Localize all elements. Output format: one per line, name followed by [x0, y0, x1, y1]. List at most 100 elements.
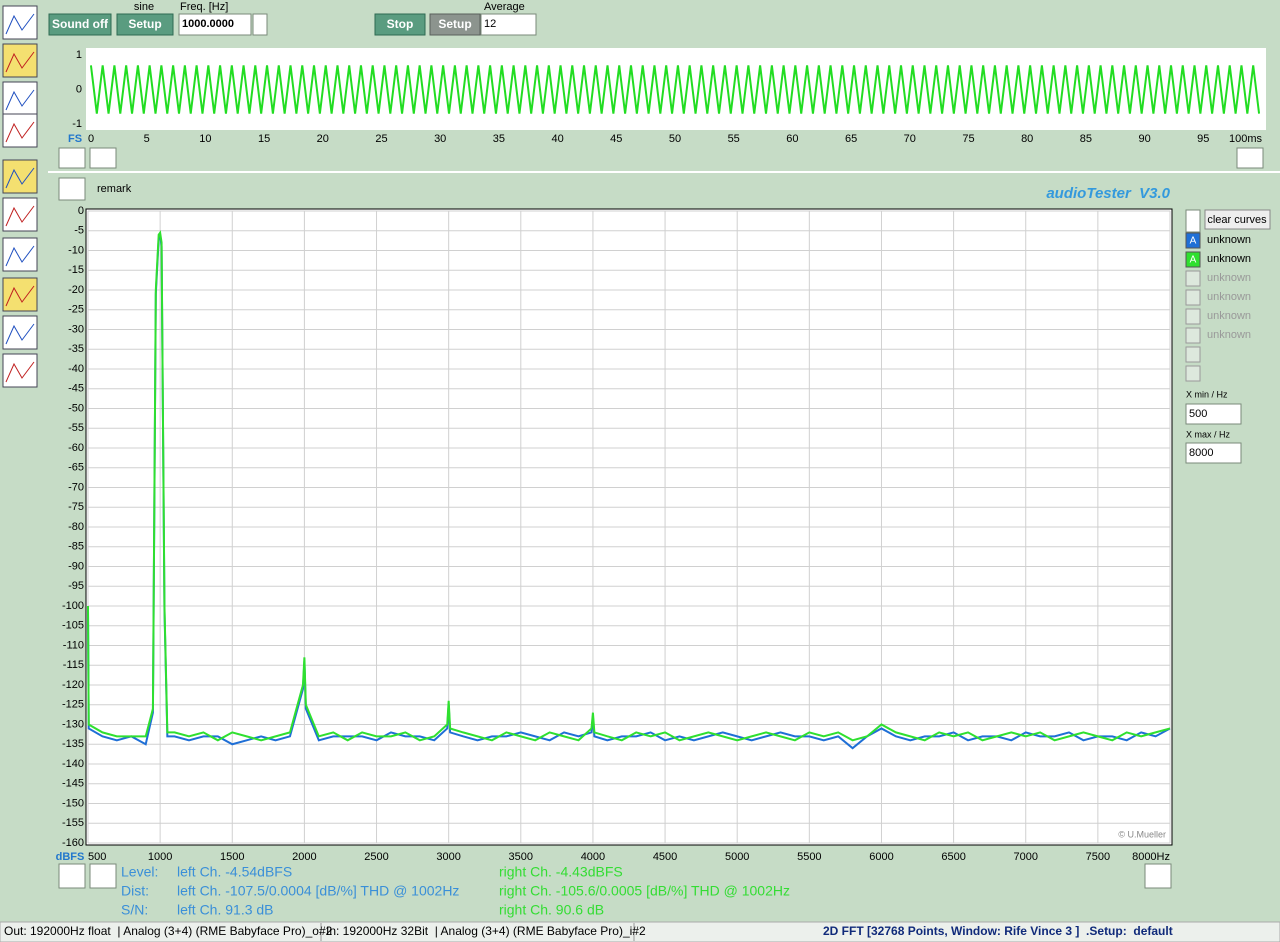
y-tick-label: -140 — [62, 758, 84, 770]
legend-swatch-empty[interactable] — [1185, 289, 1201, 306]
x-tick-label: 1500 — [220, 851, 244, 863]
y-tick-label: -40 — [68, 363, 84, 375]
y-tick-label: -5 — [74, 225, 84, 237]
y-tick-label: -35 — [68, 343, 84, 355]
tool-icon-glyph — [5, 323, 35, 345]
tool-icon[interactable] — [2, 315, 38, 350]
legend-swatch-empty[interactable] — [1185, 327, 1201, 344]
scroll-control[interactable] — [1144, 863, 1172, 889]
readout-right: right Ch. -105.6/0.0005 [dB/%] THD @ 100… — [499, 883, 790, 899]
y-tick-label: -65 — [68, 462, 84, 474]
scroll-control[interactable] — [1236, 147, 1264, 169]
y-unit: FS — [68, 133, 82, 145]
status-bar — [0, 921, 1280, 942]
xmax-input[interactable] — [1185, 442, 1242, 464]
xmin-input[interactable] — [1185, 403, 1242, 425]
x-tick-label: 6500 — [941, 851, 965, 863]
y-tick-label: -70 — [68, 481, 84, 493]
y-tick-label: -1 — [72, 118, 82, 130]
x-tick-label: 15 — [258, 133, 270, 145]
legend-swatch-empty[interactable] — [1185, 346, 1201, 363]
x-tick-label: 4000 — [581, 851, 605, 863]
status-output: Out: 192000Hz float | Analog (3+4) (RME … — [4, 924, 333, 938]
readout-label: Level: — [121, 864, 158, 880]
y-tick-label: -130 — [62, 718, 84, 730]
legend-swatch[interactable] — [1185, 251, 1201, 268]
tool-icon-glyph — [5, 121, 35, 143]
spin-control[interactable] — [58, 177, 86, 201]
legend-swatch-empty[interactable] — [1185, 270, 1201, 287]
tool-icon-glyph — [5, 245, 35, 267]
scroll-control[interactable] — [89, 863, 117, 889]
tool-icon[interactable] — [2, 81, 38, 116]
readout-right: right Ch. 90.6 dB — [499, 902, 604, 918]
x-tick-label: 500 — [88, 851, 106, 863]
tool-icon[interactable] — [2, 353, 38, 388]
x-tick-label: 45 — [610, 133, 622, 145]
x-tick-label: 90 — [1138, 133, 1150, 145]
tool-icon-glyph — [5, 167, 35, 189]
spin-control[interactable] — [58, 147, 86, 169]
stop-button[interactable] — [374, 13, 426, 36]
x-tick-label: 65 — [845, 133, 857, 145]
x-tick-label: 4500 — [653, 851, 677, 863]
spin-control[interactable] — [58, 863, 86, 889]
setup2-button[interactable] — [429, 13, 481, 36]
status-input: In: 192000Hz 32Bit | Analog (3+4) (RME B… — [326, 924, 646, 938]
freq-spinner[interactable] — [252, 13, 268, 36]
legend-swatch-empty[interactable] — [1185, 365, 1201, 382]
x-tick-label: 40 — [551, 133, 563, 145]
tool-icon[interactable] — [2, 43, 38, 78]
sound-button[interactable] — [48, 13, 112, 36]
freq-label: Freq. [Hz] — [180, 1, 228, 13]
tool-icon-glyph — [5, 285, 35, 307]
tool-icon[interactable] — [2, 159, 38, 194]
xmin-label: X min / Hz — [1186, 389, 1228, 399]
tool-icon[interactable] — [2, 277, 38, 312]
y-tick-label: 0 — [78, 205, 84, 217]
y-tick-label: -110 — [63, 639, 84, 651]
y-tick-label: -30 — [68, 323, 84, 335]
y-tick-label: 1 — [76, 49, 82, 61]
y-unit: dBFS — [56, 851, 85, 863]
y-tick-label: -150 — [62, 797, 84, 809]
legend-swatch-empty[interactable] — [1185, 308, 1201, 325]
y-tick-label: -155 — [62, 817, 84, 829]
y-tick-label: -60 — [68, 442, 84, 454]
clear-curves-button[interactable] — [1204, 209, 1271, 230]
tool-icon[interactable] — [2, 237, 38, 272]
tool-icon[interactable] — [2, 113, 38, 148]
x-tick-label: 20 — [317, 133, 329, 145]
y-tick-label: -90 — [68, 560, 84, 572]
freq-input[interactable] — [178, 13, 252, 36]
legend-label-empty: unknown — [1207, 291, 1251, 303]
legend-marker: A — [1190, 236, 1197, 247]
x-tick-label: 70 — [904, 133, 916, 145]
readout-left: left Ch. -4.54dBFS — [177, 864, 292, 880]
tool-icon[interactable] — [2, 5, 38, 40]
setup-button[interactable] — [116, 13, 174, 36]
x-tick-label: 50 — [669, 133, 681, 145]
signal-label: sine — [134, 1, 154, 13]
y-tick-label: 0 — [76, 83, 82, 95]
legend-label-empty: unknown — [1207, 310, 1251, 322]
left-toolbar — [2, 5, 38, 388]
x-tick-label: 0 — [88, 133, 94, 145]
y-tick-label: -45 — [68, 383, 84, 395]
legend-swatch[interactable] — [1185, 232, 1201, 249]
scroll-control[interactable] — [89, 147, 117, 169]
average-input[interactable] — [480, 13, 537, 36]
tool-icon-glyph — [5, 89, 35, 111]
y-tick-label: -50 — [68, 402, 84, 414]
clear-curves-label: clear curves — [1207, 214, 1267, 226]
tool-icon[interactable] — [2, 197, 38, 232]
xmax-value: 8000 — [1189, 447, 1213, 459]
average-label: Average — [484, 1, 525, 13]
legend-label-empty: unknown — [1207, 329, 1251, 341]
spin-control[interactable] — [1185, 209, 1201, 233]
data-line — [87, 230, 1171, 742]
x-tick-label: 5500 — [797, 851, 821, 863]
x-tick-label: 7000 — [1013, 851, 1037, 863]
